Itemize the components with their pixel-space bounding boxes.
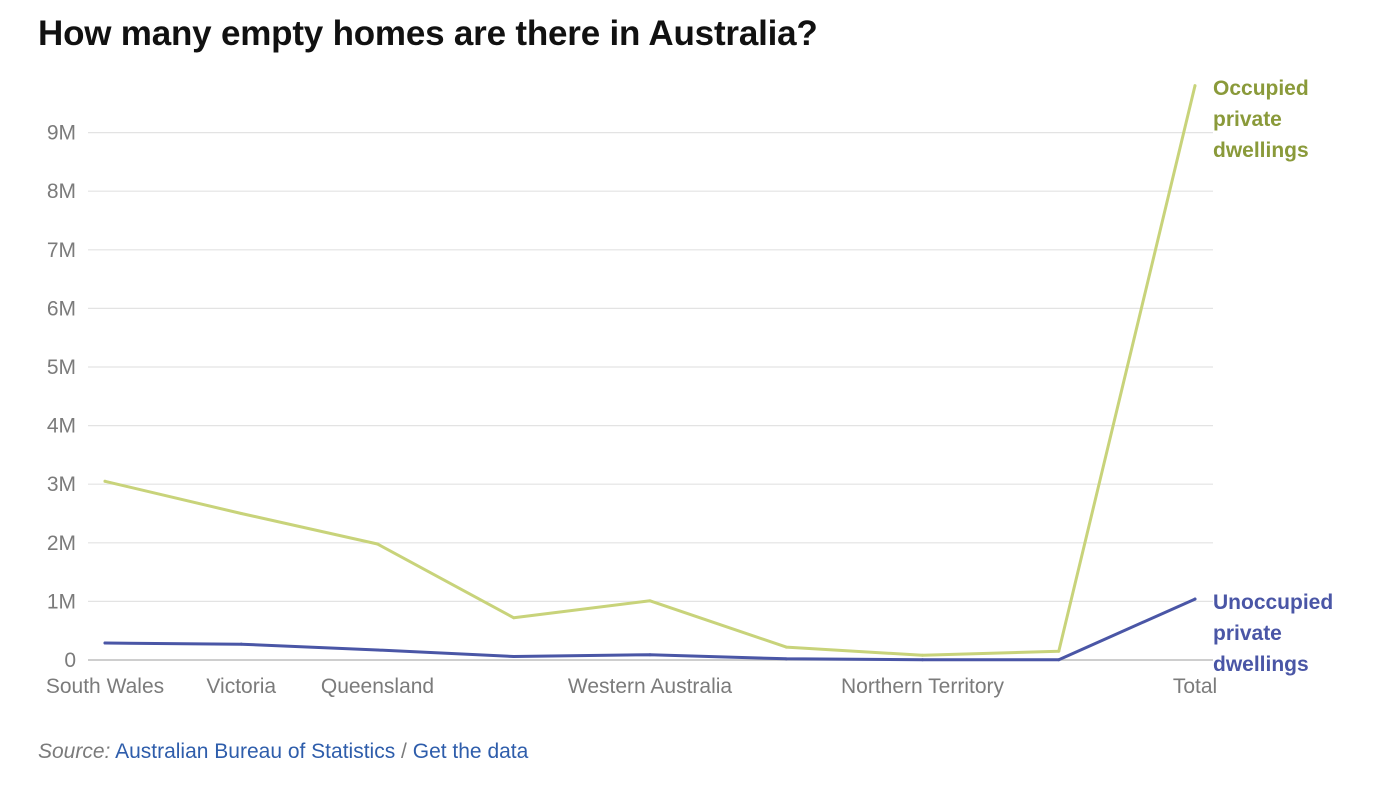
chart-title: How many empty homes are there in Austra…: [38, 14, 818, 53]
data-point: [784, 657, 788, 661]
gridlines: [88, 132, 1213, 661]
data-point: [648, 599, 652, 603]
series-label: dwellings: [1213, 139, 1309, 162]
series-label: Unoccupied: [1213, 591, 1333, 614]
y-tick-label: 2M: [47, 532, 76, 555]
series-labels: Occupied private dwellings Unoccupied privat…: [1213, 77, 1333, 676]
x-tick-label: Western Australia: [568, 675, 733, 698]
data-point: [512, 654, 516, 658]
y-tick-label: 5M: [47, 356, 76, 379]
y-tick-label: 4M: [47, 415, 76, 438]
data-point: [921, 658, 924, 662]
data-point: [376, 648, 379, 652]
y-tick-label: 8M: [47, 180, 76, 203]
y-tick-label: 7M: [47, 239, 76, 262]
x-tick-label: South Wales: [46, 675, 164, 698]
y-tick-label: 3M: [47, 473, 76, 496]
x-tick-label: Queensland: [321, 675, 434, 698]
x-tick-label: Total: [1173, 675, 1217, 698]
data-point: [103, 641, 107, 645]
data-point: [239, 512, 243, 515]
data-point: [376, 542, 379, 546]
series-line-occupied: [103, 84, 1197, 657]
data-point: [784, 645, 788, 649]
y-axis-tick-labels: 0 1M 2M 3M 4M 5M 6M 7M 8M 9M: [47, 122, 76, 672]
data-point: [1057, 658, 1061, 662]
y-tick-label: 9M: [47, 122, 76, 145]
x-tick-label: Northern Territory: [841, 675, 1004, 698]
source-separator: /: [401, 740, 407, 763]
source-line: Source: Australian Bureau of Statistics …: [38, 740, 528, 764]
source-prefix: Source:: [38, 740, 111, 763]
series-lines: [103, 84, 1197, 662]
source-link[interactable]: Australian Bureau of Statistics: [115, 740, 396, 763]
series-label: private: [1213, 108, 1282, 131]
data-point: [648, 653, 652, 657]
data-point: [1057, 649, 1061, 653]
data-point: [239, 642, 243, 646]
y-tick-label: 1M: [47, 590, 76, 613]
x-tick-label: Victoria: [206, 675, 276, 698]
x-axis-tick-labels: South Wales Victoria Queensland Western Aus…: [46, 675, 1217, 698]
data-point: [1193, 84, 1197, 88]
series-label: dwellings: [1213, 653, 1309, 676]
data-point: [103, 479, 107, 483]
y-tick-label: 6M: [47, 297, 76, 320]
data-point: [512, 616, 516, 620]
data-point: [1193, 597, 1197, 601]
y-tick-label: 0: [64, 649, 76, 672]
series-label: private: [1213, 622, 1282, 645]
get-the-data-link[interactable]: Get the data: [412, 740, 529, 763]
line-chart: 0 1M 2M 3M 4M 5M 6M 7M 8M 9M South Wales Victoria Q…: [46, 77, 1333, 698]
data-point: [921, 653, 924, 657]
series-label: Occupied: [1213, 77, 1309, 100]
